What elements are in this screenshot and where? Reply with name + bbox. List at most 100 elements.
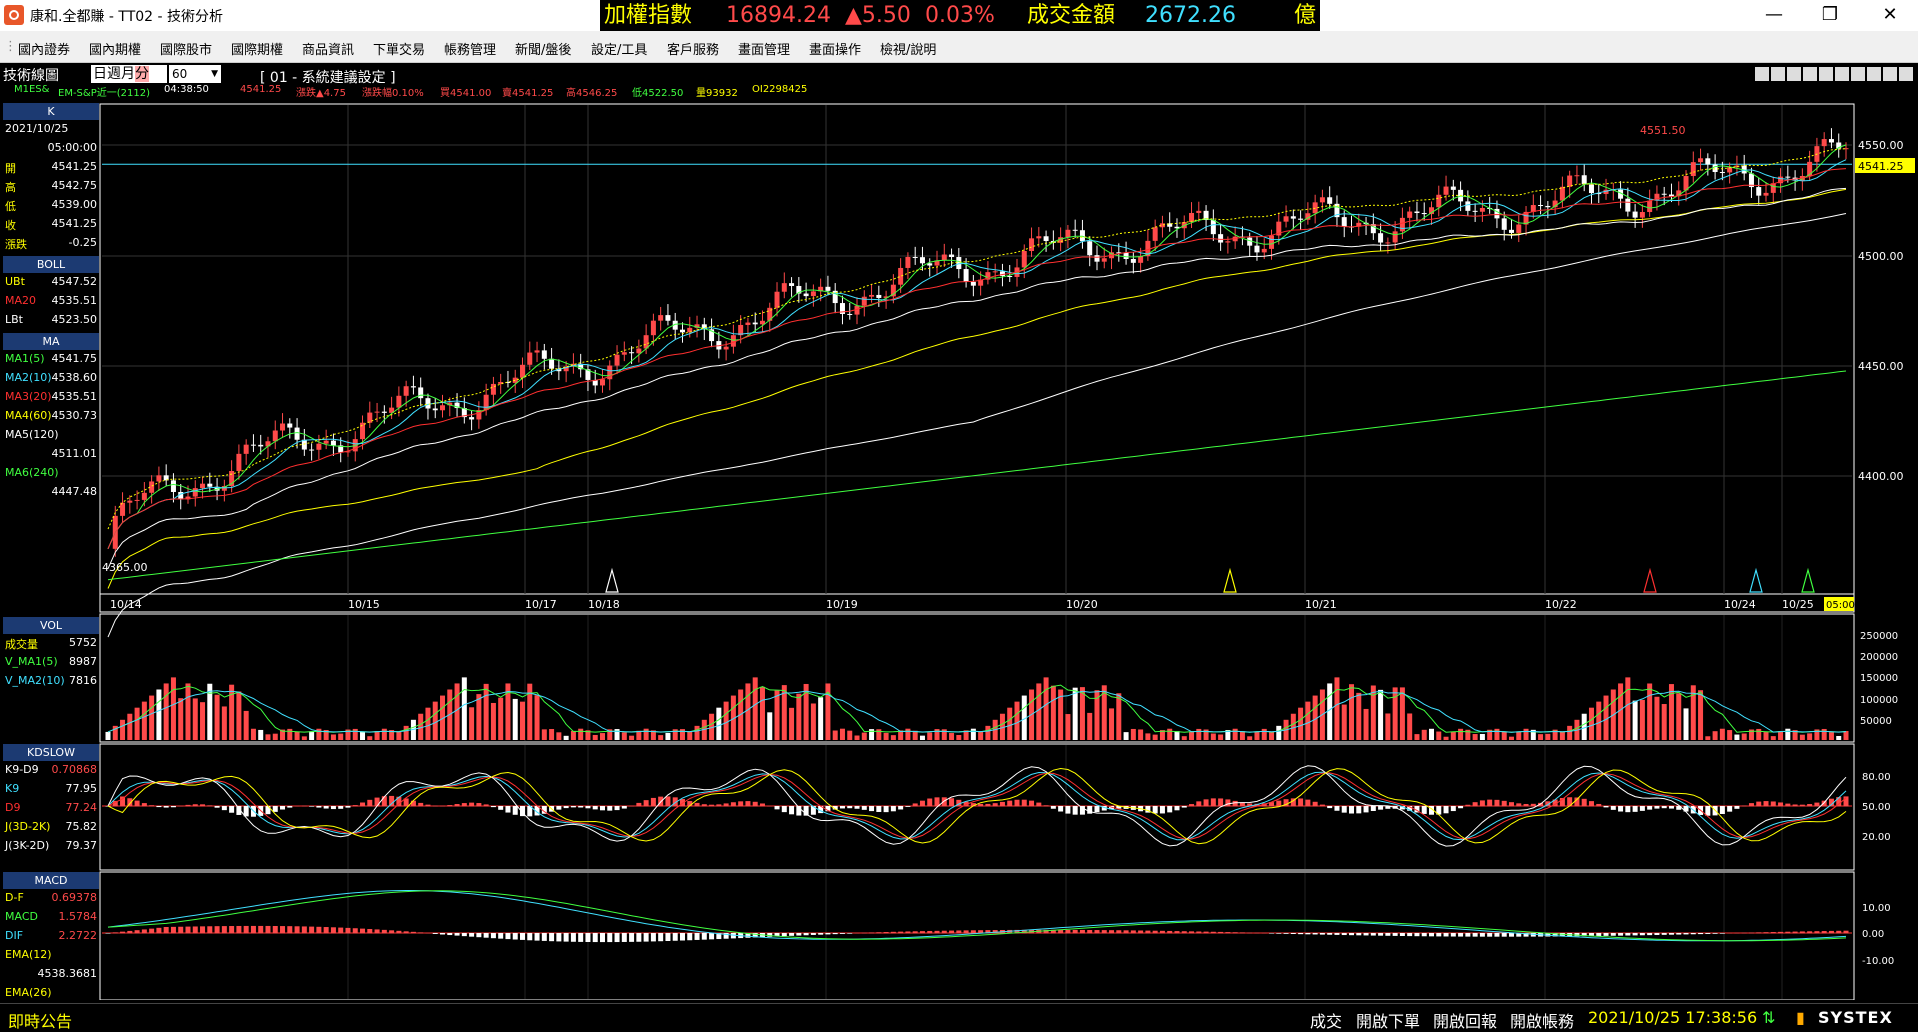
menu-item[interactable]: 帳務管理 bbox=[444, 43, 497, 58]
grid bbox=[102, 105, 1852, 999]
minimize-button[interactable]: — bbox=[1765, 4, 1783, 25]
toolbar-button-icon[interactable] bbox=[1755, 67, 1769, 81]
candle-body bbox=[949, 254, 955, 258]
kd-histogram-bar bbox=[1741, 805, 1747, 807]
volume-bar bbox=[709, 713, 715, 740]
toolbar-button-icon[interactable] bbox=[1851, 67, 1865, 81]
period-month[interactable]: 月 bbox=[121, 66, 135, 82]
macd-histogram-bar bbox=[207, 926, 213, 934]
candle-body bbox=[1545, 205, 1551, 208]
settings-title[interactable]: [ 01 - 系統建議設定 ] bbox=[260, 70, 396, 86]
close-button[interactable]: ✕ bbox=[1882, 4, 1898, 25]
candle-body bbox=[1639, 212, 1645, 218]
macd-histogram-bar bbox=[1836, 930, 1842, 934]
candle-body bbox=[461, 408, 467, 418]
kd-histogram-bar bbox=[861, 806, 867, 810]
period-week[interactable]: 週 bbox=[107, 66, 121, 82]
macd-histogram-bar bbox=[614, 933, 620, 943]
kd-histogram-bar bbox=[1341, 806, 1347, 813]
toolbar-button-icon[interactable] bbox=[1771, 67, 1785, 81]
candle-body bbox=[1748, 173, 1754, 188]
kd-histogram-bar bbox=[1639, 806, 1645, 811]
volume-series bbox=[105, 677, 1849, 740]
ticker-name: 加權指數 bbox=[604, 3, 693, 28]
candle-body bbox=[1087, 241, 1093, 256]
interval-select[interactable]: 60 ▼ bbox=[169, 65, 221, 83]
kd-histogram-bar bbox=[1596, 803, 1602, 807]
volume-bar bbox=[1792, 730, 1798, 740]
menu-item[interactable]: 商品資訊 bbox=[302, 43, 355, 58]
macd-histogram-bar bbox=[694, 933, 700, 940]
notice-button[interactable]: 即時公告 bbox=[8, 1012, 73, 1031]
toolbar-button-icon[interactable] bbox=[1867, 67, 1881, 81]
volume-bar bbox=[1370, 685, 1376, 740]
menu-item[interactable]: 檢視/說明 bbox=[880, 43, 937, 58]
menu-item[interactable]: 客戶服務 bbox=[667, 43, 720, 58]
trade-button[interactable]: 成交 bbox=[1310, 1012, 1343, 1031]
macd-histogram-bar bbox=[134, 930, 140, 934]
toolbar-button-icon[interactable] bbox=[1819, 67, 1833, 81]
candle-body bbox=[134, 499, 140, 501]
menu-item[interactable]: 國際期權 bbox=[231, 43, 284, 58]
volume-bar bbox=[643, 728, 649, 740]
candle-body bbox=[403, 386, 409, 396]
volume-bar bbox=[1392, 687, 1398, 740]
period-day[interactable]: 日 bbox=[93, 66, 107, 82]
kd-histogram-bar bbox=[1727, 806, 1733, 812]
macd-histogram-bar bbox=[294, 926, 300, 934]
kd-histogram-bar bbox=[738, 801, 744, 807]
kd-histogram-bar bbox=[781, 806, 787, 813]
menu-item[interactable]: 國際股市 bbox=[160, 43, 213, 58]
menu-item[interactable]: 國內期權 bbox=[89, 43, 142, 58]
candle-body bbox=[854, 305, 860, 315]
restore-button[interactable]: ❐ bbox=[1821, 4, 1839, 25]
kd-histogram-bar bbox=[599, 806, 605, 811]
macd-histogram-bar bbox=[1676, 933, 1682, 935]
kd-histogram-bar bbox=[956, 799, 962, 807]
volume-bar bbox=[309, 731, 315, 740]
macd-histogram-bar bbox=[1530, 933, 1536, 937]
candle-body bbox=[1298, 218, 1304, 220]
toolbar-button-icon[interactable] bbox=[1835, 67, 1849, 81]
period-minute[interactable]: 分 bbox=[135, 66, 149, 82]
kd-histogram-bar bbox=[323, 806, 329, 809]
signal-triangle-icon bbox=[605, 567, 619, 593]
macd-histogram-bar bbox=[570, 933, 576, 942]
volume-bar bbox=[265, 734, 271, 740]
menu-item[interactable]: 新聞/盤後 bbox=[515, 43, 572, 58]
open-report-button[interactable]: 開啟回報 bbox=[1433, 1012, 1498, 1031]
toolbar-button-icon[interactable] bbox=[1899, 67, 1913, 81]
ohlc-change-value: -0.25 bbox=[68, 236, 97, 249]
volume-bar bbox=[1843, 730, 1849, 740]
kd-histogram-bar bbox=[156, 806, 162, 808]
macd-histogram-bar bbox=[381, 929, 387, 934]
toolbar-button-icon[interactable] bbox=[1787, 67, 1801, 81]
macd-histogram-bar bbox=[1123, 930, 1129, 934]
macd-histogram-bar bbox=[1341, 933, 1347, 936]
macd-histogram-bar bbox=[1458, 933, 1464, 937]
volume-bar bbox=[665, 732, 671, 740]
open-order-button[interactable]: 開啟下單 bbox=[1356, 1012, 1421, 1031]
macd-histogram-bar bbox=[418, 932, 424, 934]
menu-item[interactable]: 下單交易 bbox=[373, 43, 426, 58]
volume-bar bbox=[1159, 730, 1165, 740]
menu-item[interactable]: 設定/工具 bbox=[591, 43, 648, 58]
volume-bar bbox=[1065, 714, 1071, 740]
macd-label: EMA(12) bbox=[5, 948, 52, 961]
candle-body bbox=[752, 322, 758, 325]
candle-body bbox=[665, 315, 671, 321]
volume-bar bbox=[1312, 695, 1318, 740]
menu-item[interactable]: 畫面管理 bbox=[738, 43, 791, 58]
volume-bar bbox=[1661, 704, 1667, 740]
kd-histogram-bar bbox=[1545, 801, 1551, 807]
toolbar-button-icon[interactable] bbox=[1803, 67, 1817, 81]
kd-histogram-bar bbox=[774, 806, 780, 810]
open-account-button[interactable]: 開啟帳務 bbox=[1510, 1012, 1575, 1031]
macd-histogram-bar bbox=[941, 930, 947, 934]
macd-histogram-bar bbox=[919, 931, 925, 934]
toolbar-button-icon[interactable] bbox=[1883, 67, 1897, 81]
menu-item[interactable]: 國內證券 bbox=[18, 43, 71, 58]
menu-item[interactable]: 畫面操作 bbox=[809, 43, 862, 58]
quote-change: 漲跌▲4.75 bbox=[296, 88, 346, 99]
technical-chart[interactable]: 4550.00 4500.00 4450.00 4400.00 4541.25 … bbox=[0, 0, 1918, 1000]
